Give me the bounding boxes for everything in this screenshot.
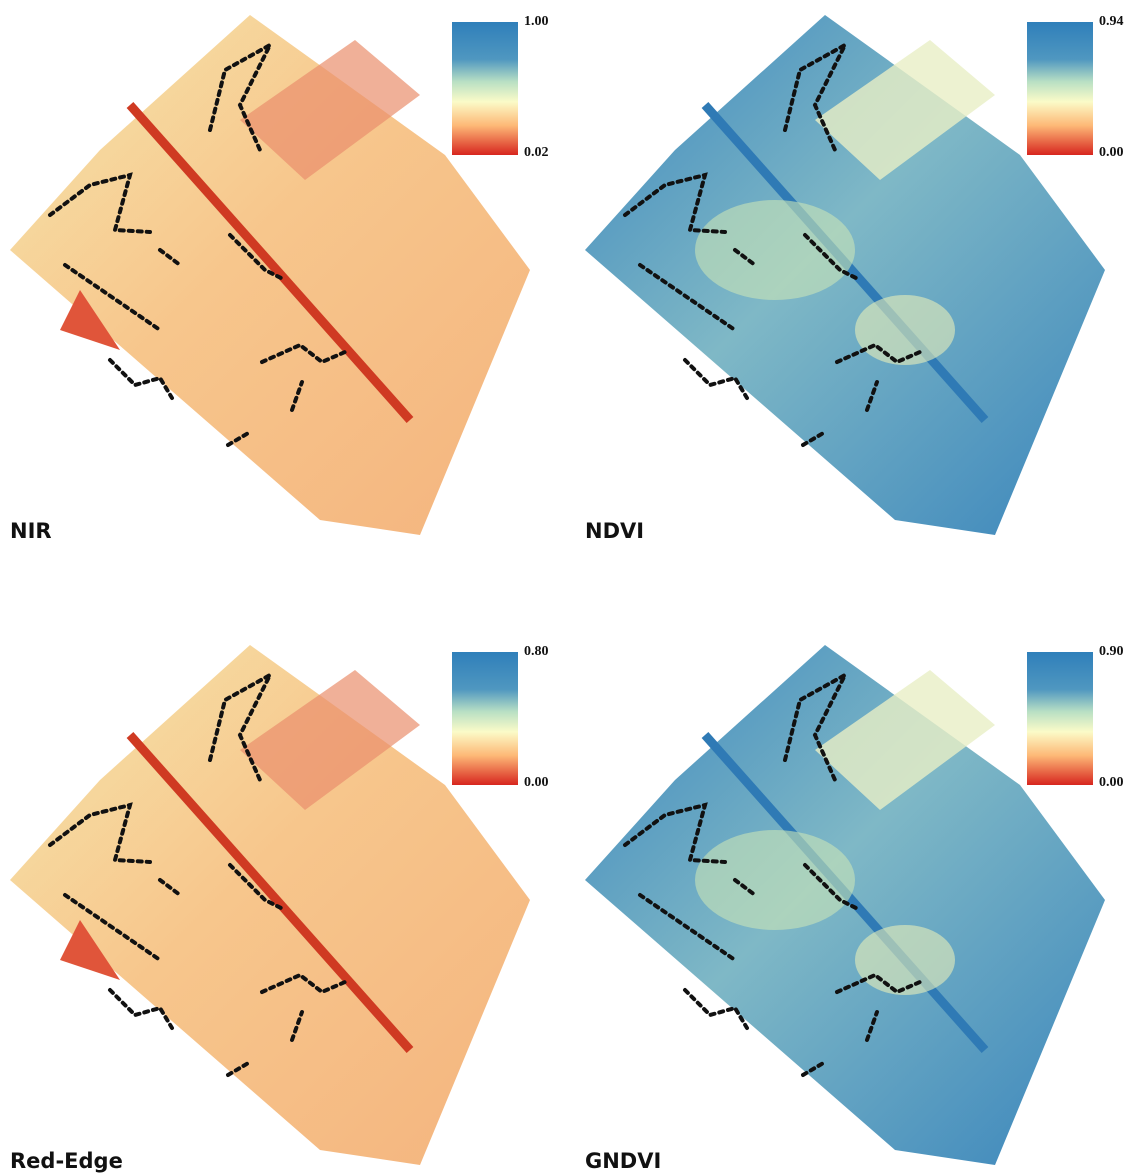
legend-max: 1.00 (524, 14, 549, 29)
panel: 0.90 0.00 GNDVI (585, 644, 1124, 1173)
figure: 1.000.02NIR0.940.00NDVI0.800.00Red-Edge0… (0, 0, 1129, 1173)
panel-label: NDVI (585, 519, 644, 543)
legend-min: 0.00 (1099, 775, 1124, 790)
panel: 1.00 0.02 NIR (10, 14, 549, 543)
patch (695, 200, 855, 300)
panel-label: Red-Edge (10, 1149, 123, 1173)
legend-max: 0.80 (524, 644, 549, 659)
patch (695, 830, 855, 930)
patch (855, 295, 955, 365)
colorbar (1027, 22, 1093, 155)
legend-max: 0.94 (1099, 14, 1124, 29)
legend-min: 0.00 (1099, 145, 1124, 160)
legend-min: 0.02 (524, 145, 549, 160)
patch (855, 925, 955, 995)
legend-min: 0.00 (524, 775, 549, 790)
panel: 0.94 0.00 NDVI (585, 14, 1124, 543)
panel: 0.80 0.00 Red-Edge (10, 644, 549, 1173)
colorbar (1027, 652, 1093, 785)
panel-label: GNDVI (585, 1149, 661, 1173)
colorbar (452, 652, 518, 785)
colorbar (452, 22, 518, 155)
panel-label: NIR (10, 519, 52, 543)
legend-max: 0.90 (1099, 644, 1124, 659)
